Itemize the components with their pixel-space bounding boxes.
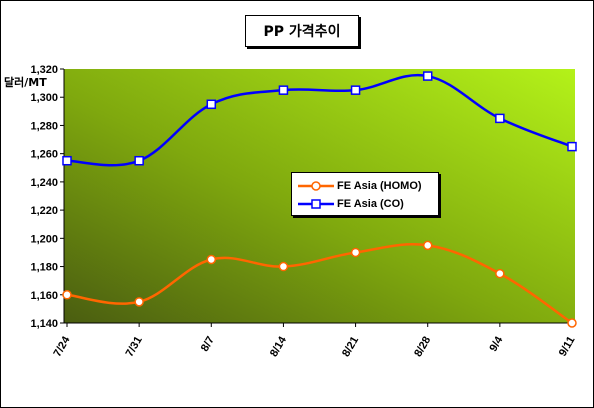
data-point-homo xyxy=(495,268,505,279)
data-point-co xyxy=(350,85,361,95)
data-point-co xyxy=(278,85,289,95)
y-tick-label: 1,260 xyxy=(30,149,58,161)
data-point-homo xyxy=(567,318,577,328)
data-point-co xyxy=(62,155,72,166)
x-tick-label: 8/21 xyxy=(340,335,361,360)
y-tick-label: 1,220 xyxy=(30,205,58,217)
series-line-co xyxy=(66,73,573,167)
data-point-co xyxy=(206,99,217,110)
data-point-homo xyxy=(206,254,217,265)
data-point-co xyxy=(134,155,144,166)
x-tick-label: 8/14 xyxy=(268,334,290,359)
y-tick-label: 1,280 xyxy=(30,120,58,132)
legend-item-homo: FE Asia (HOMO) xyxy=(298,179,422,193)
x-tick-label: 8/7 xyxy=(199,335,217,354)
data-point-co xyxy=(567,141,577,152)
y-tick-label: 1,160 xyxy=(30,290,58,302)
x-tick-label: 7/31 xyxy=(124,335,145,360)
legend-swatch-homo xyxy=(298,179,334,193)
y-tick-label: 1,200 xyxy=(30,233,58,245)
legend-swatch-co xyxy=(298,197,334,211)
data-point-co xyxy=(495,113,505,124)
legend-label-co: FE Asia (CO) xyxy=(337,198,404,210)
chart-title: PP 가격추이 xyxy=(263,24,341,40)
data-point-homo xyxy=(422,240,433,251)
y-axis-ticks: 1,140 1,160 1,180 1,200 1,220 1,240 1,260 1,280… xyxy=(30,64,64,330)
data-point-homo xyxy=(350,247,361,258)
y-tick-label: 1,320 xyxy=(30,64,58,76)
data-point-co xyxy=(422,71,433,81)
legend: FE Asia (HOMO) FE Asia (CO) xyxy=(291,172,439,216)
series-layer xyxy=(62,71,577,328)
y-tick-label: 1,140 xyxy=(30,318,58,330)
y-tick-label: 1,300 xyxy=(30,92,58,104)
legend-label-homo: FE Asia (HOMO) xyxy=(337,180,422,192)
legend-item-co: FE Asia (CO) xyxy=(298,197,404,211)
x-axis-ticks: 7/24 7/31 8/7 8/14 8/21 8/28 9/4 9/11 xyxy=(51,323,578,360)
data-point-homo xyxy=(278,261,289,272)
y-axis-label: 달러/MT xyxy=(4,75,47,89)
x-tick-label: 7/24 xyxy=(51,334,73,359)
y-tick-label: 1,240 xyxy=(30,177,58,189)
x-tick-label: 9/11 xyxy=(557,335,578,359)
x-tick-label: 8/28 xyxy=(412,335,433,360)
x-tick-label: 9/4 xyxy=(487,334,505,354)
chart-title-box: PP 가격추이 xyxy=(245,15,359,47)
data-point-homo xyxy=(134,297,144,307)
y-tick-label: 1,180 xyxy=(30,262,58,274)
data-point-homo xyxy=(62,290,72,300)
